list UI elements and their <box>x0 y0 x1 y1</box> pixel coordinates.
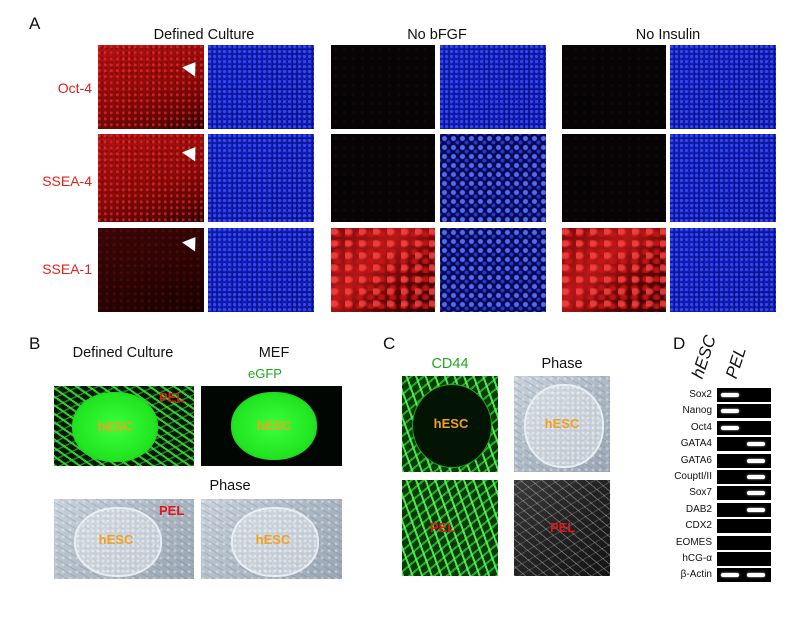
micrograph-phase-mef: hESC <box>201 499 342 579</box>
pel-label: PEL <box>430 520 456 535</box>
gene-label: EOMES <box>675 536 712 548</box>
band-hesc <box>721 393 739 397</box>
micrograph-ssea4-defined <box>98 134 204 222</box>
band-hesc <box>721 409 739 414</box>
gene-label: Sox7 <box>689 487 712 499</box>
micrograph-cd44-hesc: hESC <box>402 376 498 472</box>
gel-strip <box>717 568 771 583</box>
panel-c-letter: C <box>383 334 396 353</box>
hesc-colony <box>231 392 317 460</box>
cd44-title: CD44 <box>431 356 469 372</box>
micrograph-oct4-no-insulin <box>562 45 666 129</box>
micrograph-oct4-no-bfgf <box>331 45 435 129</box>
column-title-no-insulin: No Insulin <box>635 27 701 43</box>
gene-label: Oct4 <box>690 421 712 433</box>
panel-b-letter: B <box>29 334 41 353</box>
gene-label: GATA6 <box>680 454 712 466</box>
gene-label: DAB2 <box>685 503 712 515</box>
micrograph-phase-defined: hESC PEL <box>54 499 194 579</box>
gel-strip <box>717 470 771 484</box>
hesc-colony <box>524 384 604 468</box>
band-pel <box>747 458 765 463</box>
micrograph-dapi-ssea1-no-insulin <box>670 228 776 312</box>
gel-strip <box>717 535 771 550</box>
row-label-oct4: Oct-4 <box>57 80 92 96</box>
micrograph-ssea1-defined <box>98 228 204 312</box>
hesc-colony <box>72 392 158 462</box>
micrograph-oct4-defined <box>98 45 204 129</box>
panel-d-letter: D <box>673 334 686 353</box>
phase-title-b: Phase <box>209 478 251 494</box>
micrograph-dapi-ssea1-no-bfgf <box>440 228 546 312</box>
gel-strip <box>717 486 771 501</box>
row-label-ssea4: SSEA-4 <box>42 173 92 189</box>
micrograph-dapi-ssea4-defined <box>208 134 314 222</box>
gene-label: Nanog <box>682 405 712 417</box>
band-hesc <box>721 425 739 430</box>
column-title-no-bfgf: No bFGF <box>407 27 467 43</box>
micrograph-dapi-oct4-defined <box>208 45 314 129</box>
gel-strip <box>717 437 771 452</box>
pel-label: PEL <box>159 503 185 518</box>
lane-label-hesc: hESC <box>688 332 720 381</box>
micrograph-dapi-ssea1-defined <box>208 228 314 312</box>
band-pel <box>747 491 765 496</box>
hesc-colony <box>231 507 319 577</box>
gel-strip <box>717 420 771 435</box>
band-pel <box>747 507 765 512</box>
hesc-label: hESC <box>98 532 134 547</box>
row-label-ssea1: SSEA-1 <box>42 261 92 277</box>
band-pel <box>747 573 765 578</box>
gene-label: Sox2 <box>689 389 712 400</box>
gel-strip <box>717 404 771 419</box>
hesc-label: hESC <box>544 416 580 431</box>
lane-label-pel: PEL <box>722 344 751 381</box>
gene-label: CDX2 <box>685 520 712 532</box>
column-title-mef: MEF <box>258 345 290 361</box>
gel-strip <box>717 519 771 534</box>
micrograph-ssea4-no-insulin <box>562 134 666 222</box>
band-hesc <box>721 573 739 578</box>
column-title-defined-culture-b: Defined Culture <box>72 345 174 361</box>
hesc-label: hESC <box>433 416 469 431</box>
egfp-label: eGFP <box>248 366 282 381</box>
gene-label: CouptI/II <box>674 471 712 482</box>
micrograph-dapi-oct4-no-insulin <box>670 45 776 129</box>
gel-strip <box>717 502 771 517</box>
micrograph-egfp-defined: hESC PEL <box>54 386 194 466</box>
gel-strip <box>717 388 771 402</box>
micrograph-phase-pel: PEL <box>514 480 610 576</box>
gel-strip <box>717 453 771 468</box>
phase-title-c: Phase <box>541 356 583 372</box>
micrograph-ssea1-no-insulin <box>562 228 666 312</box>
micrograph-phase-hesc: hESC <box>514 376 610 472</box>
hesc-label: hESC <box>255 532 291 547</box>
panel-a-letter: A <box>29 14 41 33</box>
pel-label: PEL <box>550 520 576 535</box>
column-title-defined-culture: Defined Culture <box>153 27 255 43</box>
micrograph-ssea4-no-bfgf <box>331 134 435 222</box>
micrograph-egfp-mef: hESC <box>201 386 342 466</box>
gene-label: GATA4 <box>680 438 712 450</box>
hesc-label: hESC <box>97 419 133 434</box>
micrograph-dapi-oct4-no-bfgf <box>440 45 546 129</box>
micrograph-dapi-ssea4-no-insulin <box>670 134 776 222</box>
hesc-colony <box>412 384 492 468</box>
hesc-colony <box>74 507 162 577</box>
arrowhead-marker <box>182 142 202 162</box>
micrograph-cd44-pel: PEL <box>402 480 498 576</box>
gene-label: hCG-α <box>682 553 712 564</box>
band-pel <box>747 442 765 447</box>
band-pel <box>747 475 765 479</box>
gene-label: β-Actin <box>680 569 712 581</box>
lane-label-hesc-wrap: hESC <box>688 333 720 381</box>
arrowhead-marker <box>182 57 202 77</box>
pel-label: PEL <box>159 390 185 405</box>
hesc-label: hESC <box>256 418 292 433</box>
lane-label-pel-wrap: PEL <box>722 344 751 381</box>
micrograph-dapi-ssea4-no-bfgf <box>440 134 546 222</box>
gel-strip <box>717 552 771 566</box>
micrograph-ssea1-no-bfgf <box>331 228 435 312</box>
arrowhead-marker <box>182 232 202 252</box>
